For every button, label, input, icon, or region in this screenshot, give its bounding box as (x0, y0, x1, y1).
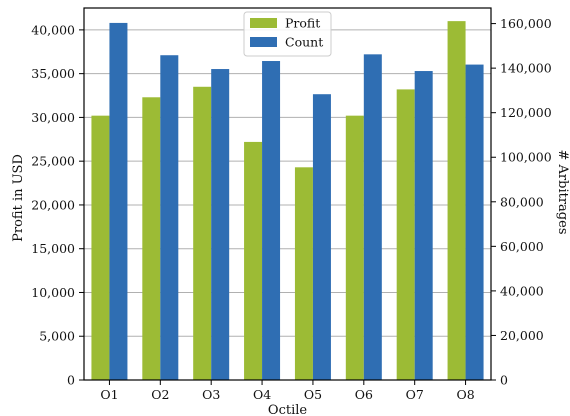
bars (91, 21, 484, 381)
legend-label-profit: Profit (285, 16, 320, 31)
y2-tick-label: 160,000 (500, 16, 552, 31)
y-tick-label: 40,000 (31, 22, 75, 37)
y2-axis-title: # Arbitrages (555, 150, 570, 235)
bar-profit-o2 (142, 97, 161, 380)
x-tick-label: O7 (406, 387, 424, 402)
y2-tick-label: 60,000 (500, 239, 544, 254)
bar-profit-o8 (447, 21, 466, 380)
legend-label-count: Count (285, 35, 323, 50)
y-tick-label: 5,000 (39, 329, 75, 344)
bar-count-o7 (414, 71, 433, 380)
bar-count-o4 (262, 61, 281, 381)
bar-profit-o7 (396, 89, 415, 381)
legend-swatch-count (250, 37, 277, 47)
axes: 0 5,000 10,000 15,000 20,000 25,000 30,000 35,0… (31, 7, 552, 402)
y2-tick-label: 0 (500, 373, 508, 388)
legend-swatch-profit (250, 18, 277, 28)
y2-tick-label: 100,000 (500, 150, 552, 165)
bar-profit-o3 (193, 86, 212, 380)
y2-tick-label: 40,000 (500, 283, 544, 298)
y-tick-label: 0 (67, 373, 75, 388)
y2-tick-label: 120,000 (500, 105, 552, 120)
y-tick-label: 30,000 (31, 110, 75, 125)
bar-count-o6 (363, 54, 382, 380)
bar-count-o3 (211, 69, 230, 380)
y-tick-label: 10,000 (31, 285, 75, 300)
bar-profit-o1 (91, 115, 110, 380)
y-axis-title: Profit in USD (11, 154, 26, 242)
x-axis-title: Octile (268, 403, 307, 416)
plot-frame (83, 7, 492, 381)
legend: Profit Count (243, 11, 332, 57)
y-tick-label: 15,000 (31, 241, 75, 256)
bar-profit-o5 (294, 167, 313, 380)
y-tick-label: 20,000 (31, 197, 75, 212)
bar-count-o5 (312, 94, 331, 380)
x-tick-label: O2 (151, 387, 169, 402)
bar-profit-o4 (244, 141, 263, 380)
x-tick-label: O6 (355, 387, 373, 402)
y-tick-label: 35,000 (31, 66, 75, 81)
y2-tick-label: 20,000 (500, 328, 544, 343)
x-tick-label: O3 (202, 387, 220, 402)
bar-count-o1 (109, 22, 128, 380)
y-tick-label: 25,000 (31, 154, 75, 169)
bar-count-o8 (465, 64, 484, 380)
x-tick-label: O8 (456, 387, 474, 402)
x-tick-label: O5 (304, 387, 322, 402)
y2-tick-label: 80,000 (500, 194, 544, 209)
x-tick-label: O4 (253, 387, 271, 402)
bar-count-o2 (160, 55, 179, 381)
y2-tick-label: 140,000 (500, 61, 552, 76)
x-tick-label: O1 (100, 387, 118, 402)
bar-profit-o6 (345, 115, 364, 380)
